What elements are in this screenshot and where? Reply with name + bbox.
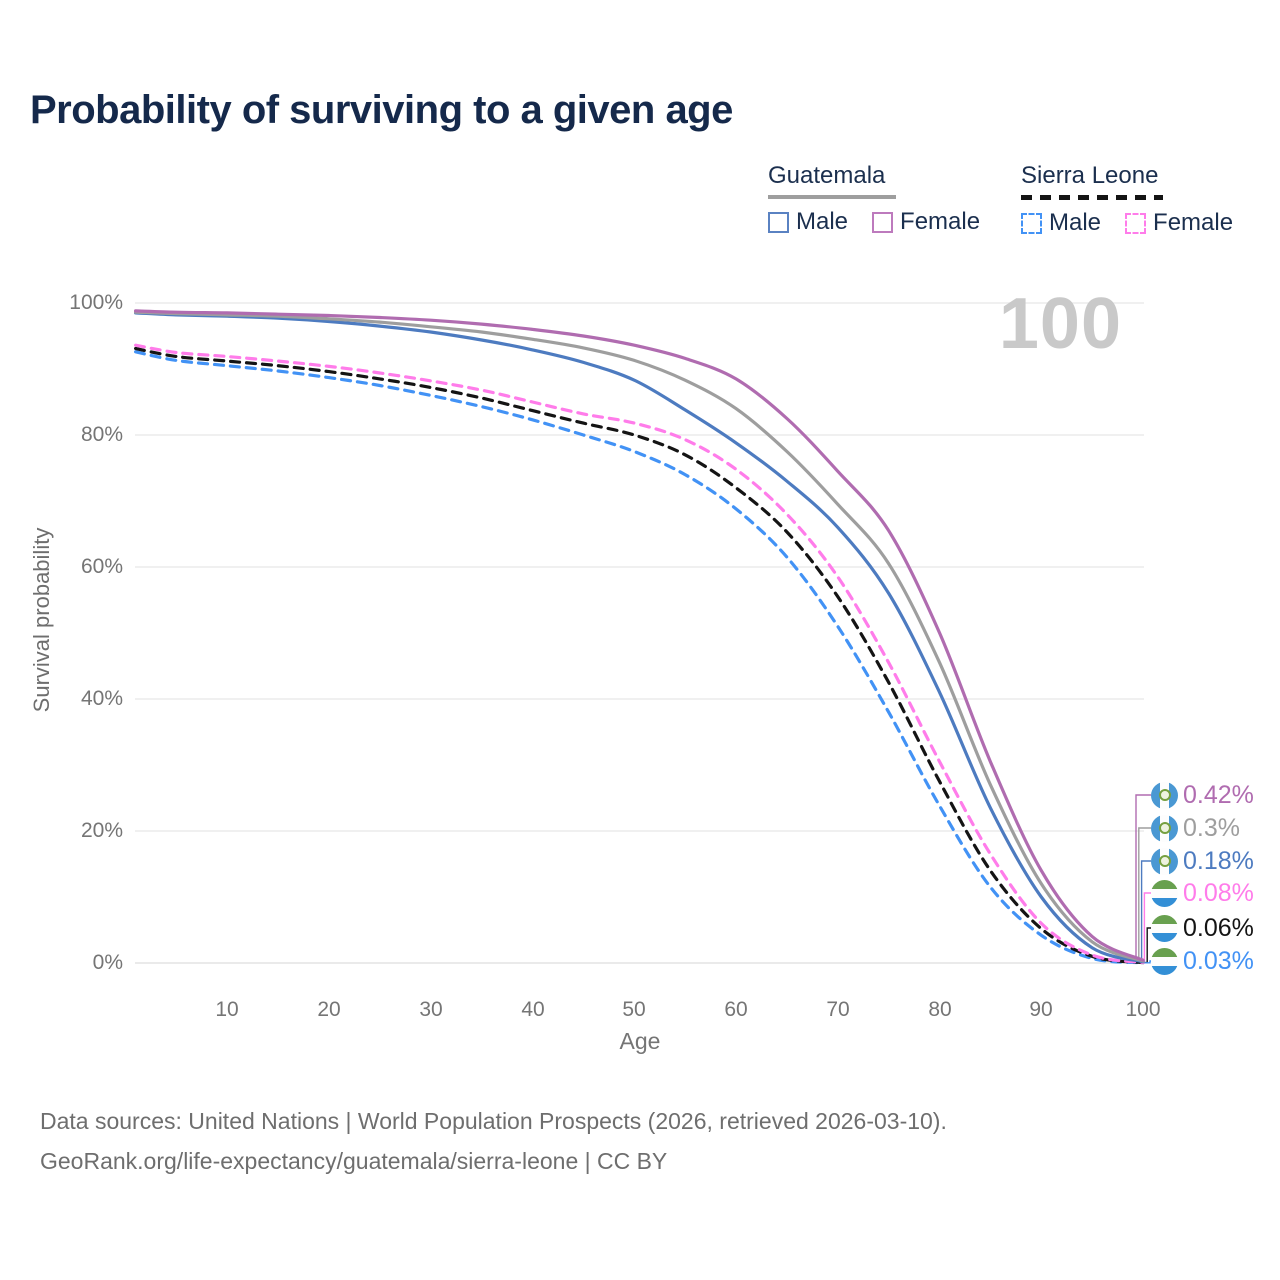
- sierra-leone-dashed-line-swatch: [1021, 195, 1163, 200]
- x-tick-60: 60: [724, 998, 748, 1021]
- guatemala-solid-line-swatch: [768, 195, 896, 199]
- y-tick-20: 20%: [80, 819, 123, 842]
- sierra-leone-flag-icon: [1151, 914, 1178, 942]
- series-line-gt-male: [134, 311, 1145, 964]
- end-value: 0.18%: [1183, 846, 1254, 875]
- guatemala-female-swatch-icon: [872, 211, 894, 233]
- end-label-guatemala-female: 0.42%: [1151, 781, 1254, 809]
- connector-sl-male: [1143, 960, 1151, 964]
- x-tick-30: 30: [419, 998, 443, 1021]
- age-watermark: 100: [998, 284, 1122, 364]
- attribution-text: GeoRank.org/life-expectancy/guatemala/si…: [40, 1148, 668, 1174]
- y-tick-100: 100%: [69, 291, 123, 314]
- legend-label: Female: [900, 208, 981, 235]
- x-tick-100: 100: [1125, 998, 1161, 1021]
- x-tick-90: 90: [1029, 998, 1053, 1021]
- sierra-leone-female-swatch-icon: [1125, 212, 1147, 234]
- legend-item-guatemala-female[interactable]: Female: [872, 208, 980, 236]
- legend-item-sierra-leone-male[interactable]: Male: [1021, 209, 1101, 237]
- page-title: Probability of surviving to a given age: [30, 88, 733, 132]
- end-label-guatemala-male: 0.18%: [1151, 847, 1254, 875]
- series-line-gt-female: [134, 309, 1145, 962]
- end-label-guatemala: 0.3%: [1151, 814, 1240, 842]
- x-tick-80: 80: [928, 998, 952, 1021]
- legend-title-sierra-leone: Sierra Leone: [1021, 162, 1159, 189]
- series-line-gt-all: [134, 310, 1145, 963]
- series-line-sl-male: [134, 350, 1145, 965]
- series-line-sl-all: [134, 346, 1145, 965]
- legend-label: Male: [796, 208, 849, 235]
- end-label-sierra-leone: 0.06%: [1151, 914, 1254, 942]
- guatemala-male-swatch-icon: [768, 211, 789, 233]
- gridlines: [135, 302, 1144, 964]
- end-label-sierra-leone-female: 0.08%: [1151, 879, 1254, 907]
- end-value: 0.3%: [1183, 813, 1240, 842]
- x-tick-10: 10: [215, 998, 239, 1021]
- x-axis-title: Age: [619, 1028, 661, 1054]
- end-value: 0.08%: [1183, 878, 1254, 907]
- y-axis-title: Survival probability: [29, 527, 54, 713]
- series-line-sl-female: [134, 343, 1145, 965]
- legend-group-guatemala: Guatemala Male Female: [768, 162, 980, 236]
- end-value: 0.06%: [1183, 913, 1254, 942]
- legend-item-guatemala-male[interactable]: Male: [768, 208, 848, 236]
- data-sources-text: Data sources: United Nations | World Pop…: [40, 1108, 947, 1134]
- y-tick-60: 60%: [80, 555, 123, 578]
- end-value: 0.03%: [1183, 946, 1254, 975]
- sierra-leone-flag-icon: [1151, 947, 1178, 975]
- legend-item-sierra-leone-female[interactable]: Female: [1125, 209, 1233, 237]
- legend-label: Male: [1049, 209, 1102, 236]
- y-tick-40: 40%: [80, 687, 123, 710]
- y-tick-80: 80%: [80, 423, 123, 446]
- sierra-leone-flag-icon: [1151, 879, 1178, 907]
- guatemala-flag-icon: [1151, 814, 1178, 842]
- legend-label: Female: [1153, 209, 1234, 236]
- guatemala-flag-icon: [1151, 781, 1178, 809]
- end-label-sierra-leone-male: 0.03%: [1151, 947, 1254, 975]
- legend-title-guatemala: Guatemala: [768, 162, 886, 189]
- series-curves: [134, 309, 1145, 965]
- x-tick-70: 70: [826, 998, 850, 1021]
- legend-group-sierra-leone: Sierra Leone Male Female: [1021, 162, 1233, 237]
- y-tick-0: 0%: [92, 951, 123, 974]
- x-tick-20: 20: [317, 998, 341, 1021]
- sierra-leone-male-swatch-icon: [1021, 212, 1042, 234]
- end-label-connectors: [1135, 794, 1151, 964]
- connector-gt-male: [1140, 860, 1151, 963]
- end-value: 0.42%: [1183, 780, 1254, 809]
- guatemala-flag-icon: [1151, 847, 1178, 875]
- x-tick-50: 50: [622, 998, 646, 1021]
- x-tick-40: 40: [521, 998, 545, 1021]
